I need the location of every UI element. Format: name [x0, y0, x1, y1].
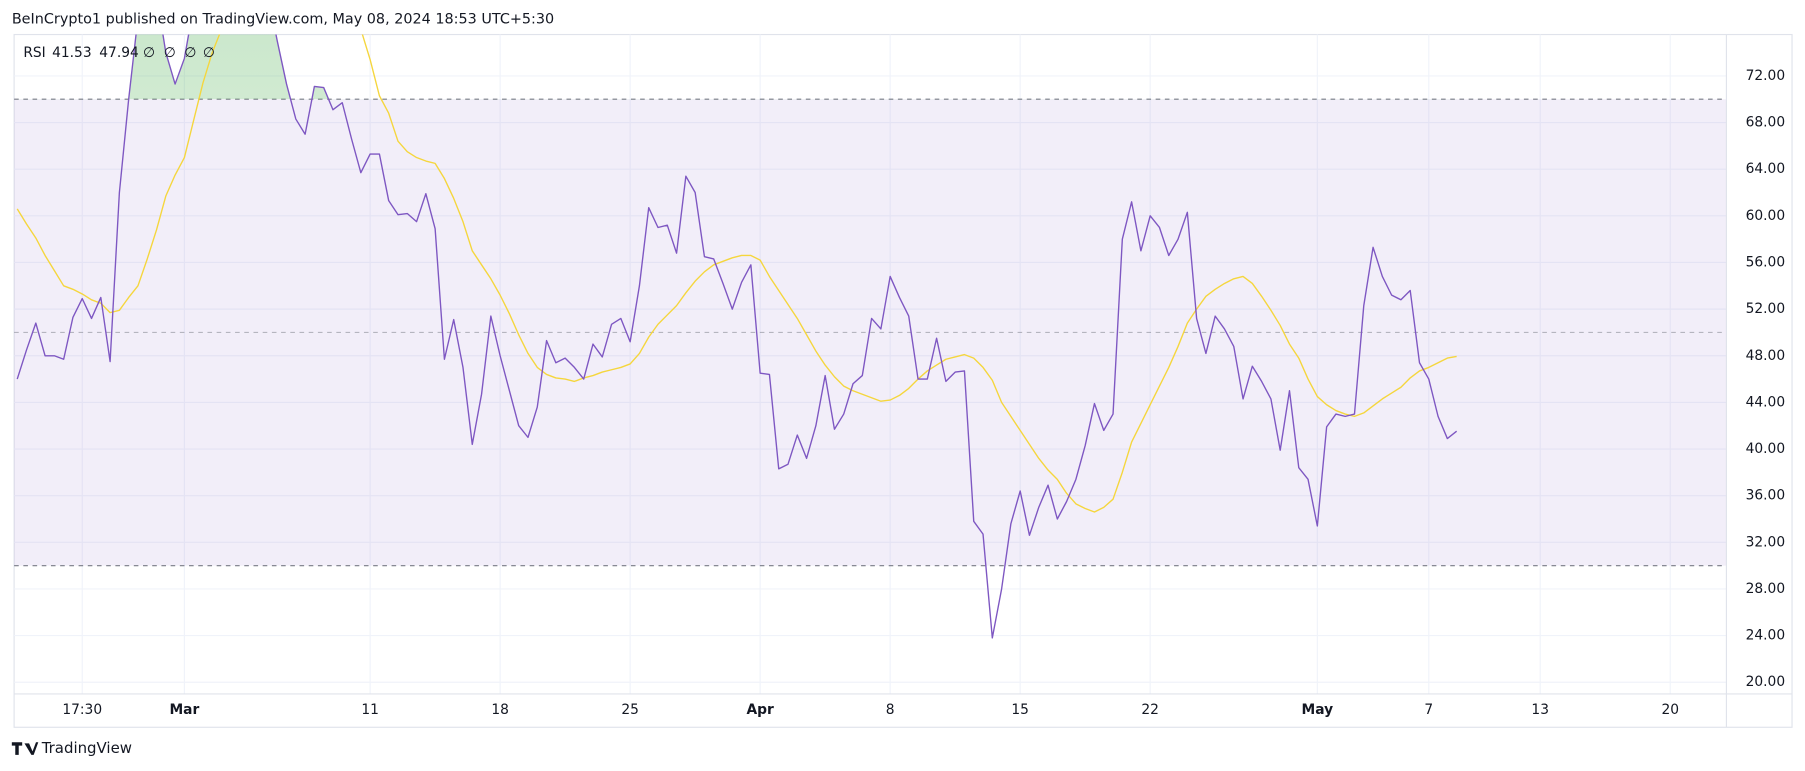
overbought-fill [128, 34, 329, 100]
y-tick-label: 60.00 [1746, 208, 1786, 224]
y-tick-label: 64.00 [1746, 161, 1786, 177]
chart-frame [13, 33, 1793, 728]
x-tick-label: 8 [886, 702, 895, 718]
axes: 72.00 68.00 64.00 60.00 56.00 52.00 48.00 44.00… [14, 34, 1793, 728]
x-tick-label: 17:30 [62, 702, 102, 718]
x-tick-label: 13 [1531, 702, 1549, 718]
header: BeInCrypto1 published on TradingView.com… [12, 12, 554, 28]
footer-logo: TradingView [11, 739, 132, 757]
bands [14, 98, 1727, 567]
series-line [16, 34, 1457, 513]
x-tick-label: 18 [491, 702, 509, 718]
y-tick-label: 28.00 [1746, 581, 1786, 597]
y-tick-label: 72.00 [1746, 68, 1786, 84]
legend: RSI 41.53 47.94 ∅ ∅ ∅ ∅ [23, 45, 215, 61]
legend-flag: ∅ [184, 45, 196, 61]
series-lines [16, 34, 1458, 639]
x-tick-label: 7 [1424, 702, 1433, 718]
x-tick-label: 15 [1011, 702, 1029, 718]
legend-value: 41.53 [52, 45, 92, 61]
legend-flag: ∅ [143, 45, 155, 61]
y-tick-label: 20.00 [1746, 674, 1786, 690]
x-tick-label: 20 [1661, 702, 1679, 718]
x-tick-label: Mar [169, 702, 199, 718]
y-tick-label: 56.00 [1746, 254, 1786, 270]
y-tick-label: 48.00 [1746, 348, 1786, 364]
x-tick-label: Apr [746, 702, 774, 718]
legend-flag: ∅ [203, 45, 215, 61]
y-tick-label: 68.00 [1746, 115, 1786, 131]
y-tick-label: 32.00 [1746, 534, 1786, 550]
series-line [16, 34, 1458, 639]
footer-text: TradingView [41, 739, 132, 757]
legend-label: RSI [23, 45, 45, 61]
y-tick-label: 44.00 [1746, 394, 1786, 410]
x-tick-label: 22 [1141, 702, 1159, 718]
y-tick-label: 52.00 [1746, 301, 1786, 317]
y-tick-label: 40.00 [1746, 441, 1786, 457]
grid [14, 34, 1727, 694]
y-tick-label: 24.00 [1746, 628, 1786, 644]
x-tick-label: May [1302, 702, 1334, 718]
legend-value: 47.94 [99, 45, 139, 61]
x-tick-label: 11 [361, 702, 379, 718]
x-tick-label: 25 [621, 702, 639, 718]
legend-flag: ∅ [164, 45, 176, 61]
y-tick-label: 36.00 [1746, 488, 1786, 504]
